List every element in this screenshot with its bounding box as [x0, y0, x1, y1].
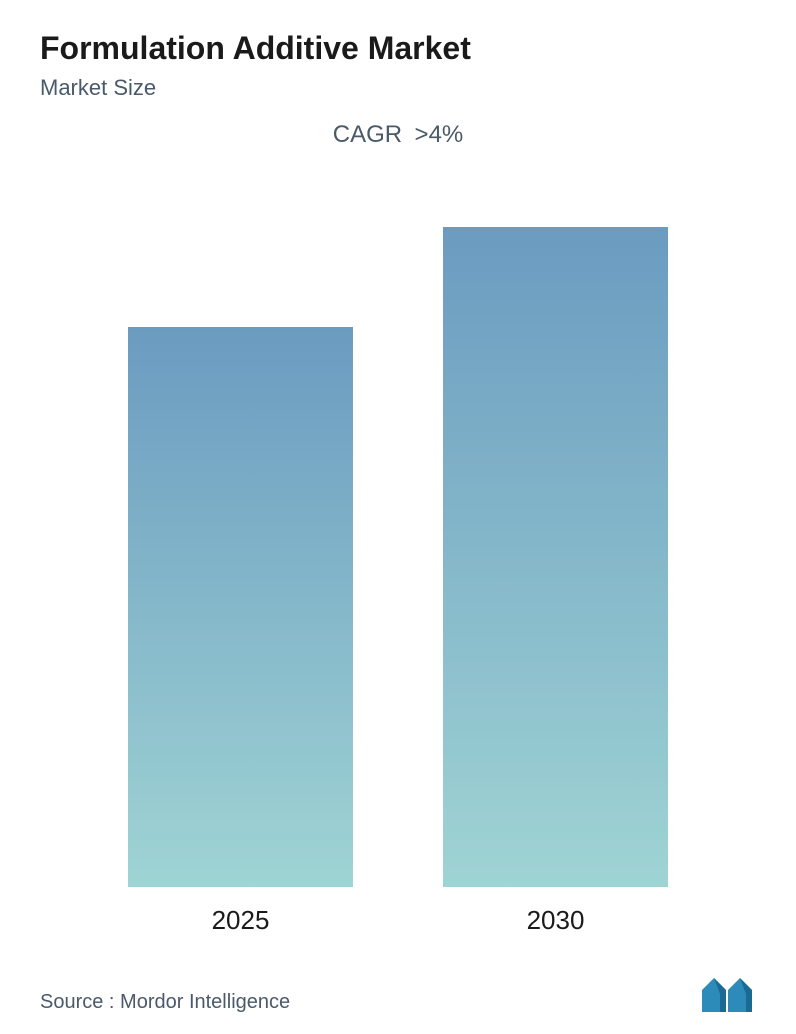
bar-label-2025: 2025 — [212, 905, 270, 936]
cagr-value: >4% — [415, 121, 464, 148]
chart-subtitle: Market Size — [40, 75, 756, 101]
source-text: Source : Mordor Intelligence — [40, 991, 290, 1014]
bar-label-2030: 2030 — [527, 905, 585, 936]
footer: Source : Mordor Intelligence — [40, 956, 756, 1014]
cagr-row: CAGR >4% — [40, 121, 756, 149]
cagr-label: CAGR — [333, 121, 402, 148]
bar-group-0: 2025 — [128, 169, 353, 936]
chart-title: Formulation Additive Market — [40, 30, 756, 67]
chart-area: 2025 2030 — [40, 169, 756, 956]
bar-group-1: 2030 — [443, 169, 668, 936]
bar-2030 — [443, 227, 668, 887]
chart-container: Formulation Additive Market Market Size … — [0, 0, 796, 1034]
bar-2025 — [128, 327, 353, 887]
mordor-logo-icon — [700, 976, 756, 1014]
